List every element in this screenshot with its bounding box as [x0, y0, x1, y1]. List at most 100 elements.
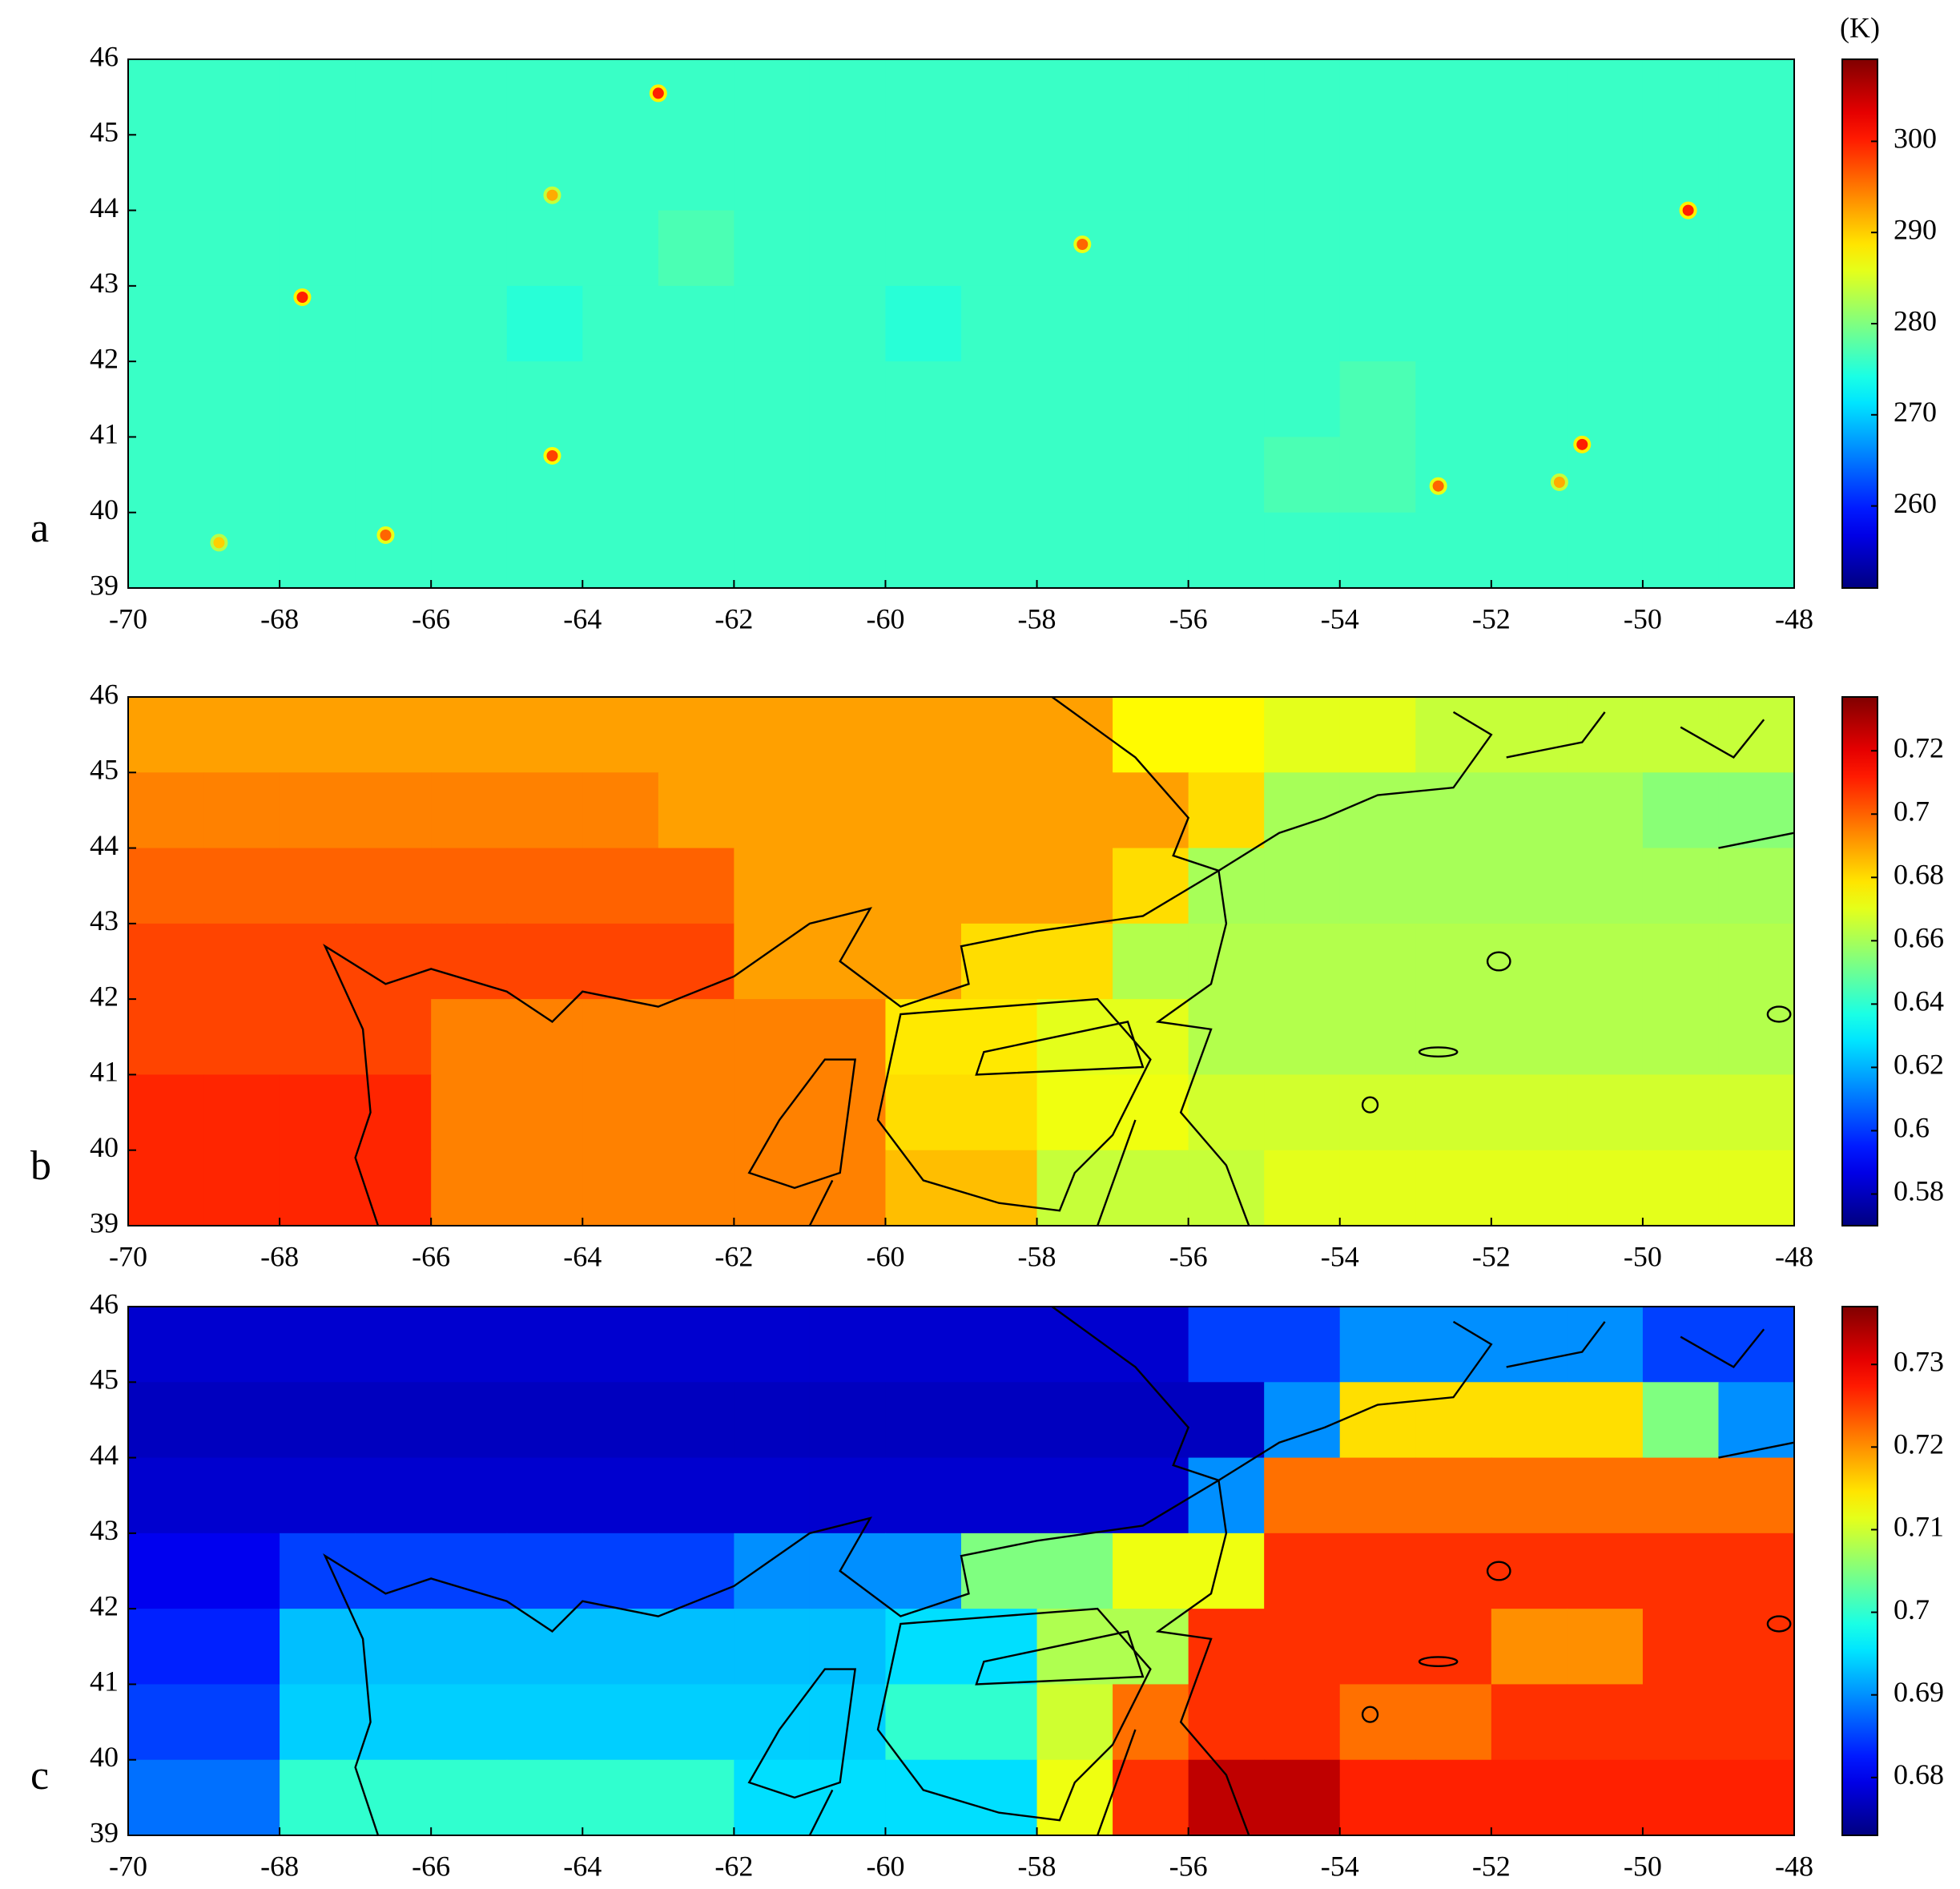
- heatmap-cell: [961, 1684, 1038, 1761]
- heatmap-cell: [1642, 1684, 1720, 1761]
- y-tick-label: 40: [90, 493, 119, 526]
- y-tick-label: 46: [90, 678, 119, 710]
- heatmap-cell: [1036, 1609, 1113, 1686]
- heatmap-cell: [1188, 772, 1265, 849]
- heatmap-cell: [1491, 361, 1568, 438]
- heatmap-cell: [1339, 1684, 1416, 1761]
- colorbar: [1841, 1306, 1878, 1836]
- heatmap-cell: [355, 697, 432, 773]
- panel-label: c: [30, 1753, 49, 1798]
- y-tick-label: 39: [90, 569, 119, 601]
- heatmap-cell: [506, 923, 583, 1000]
- heatmap-cell: [355, 1307, 432, 1383]
- heatmap-cell: [809, 135, 887, 211]
- heatmap-cell: [1113, 999, 1189, 1076]
- x-tick-label: -70: [109, 1850, 147, 1882]
- heatmap-cell: [1718, 1382, 1795, 1459]
- heatmap-cell: [734, 772, 811, 849]
- heatmap-cell: [431, 697, 508, 773]
- heatmap-cell: [734, 1684, 811, 1761]
- heatmap-cell: [1036, 59, 1113, 135]
- heatmap-cell: [506, 999, 583, 1076]
- heatmap-cell: [734, 285, 811, 362]
- y-tick-label: 44: [90, 1439, 119, 1471]
- heatmap-cell: [582, 1533, 659, 1609]
- heatmap-cell: [809, 1382, 887, 1459]
- colorbar-tick-label: 0.68: [1894, 859, 1944, 891]
- heatmap-cell: [203, 1307, 280, 1383]
- heatmap-cell: [885, 285, 962, 362]
- heatmap-cell: [734, 1533, 811, 1609]
- heatmap-cell: [809, 772, 887, 849]
- heatmap-cell: [658, 210, 734, 287]
- heatmap-cell: [1113, 285, 1189, 362]
- heatmap-cell: [355, 437, 432, 514]
- heatmap-cell: [961, 1759, 1038, 1836]
- colorbar-tick-label: 0.66: [1894, 922, 1944, 954]
- heatmap-cell: [734, 210, 811, 287]
- heatmap-cell: [658, 59, 734, 135]
- heatmap-cell: [355, 1382, 432, 1459]
- y-tick-label: 40: [90, 1741, 119, 1773]
- heatmap-cell: [734, 1074, 811, 1151]
- heatmap-cell: [1642, 1609, 1720, 1686]
- heatmap-cell: [961, 361, 1038, 438]
- panel-label: b: [30, 1143, 51, 1189]
- heatmap-cell: [1264, 1382, 1341, 1459]
- heatmap-cell: [1188, 1150, 1265, 1226]
- x-tick-label: -70: [109, 1240, 147, 1272]
- heatmap-cell: [1567, 59, 1644, 135]
- heatmap-cell: [961, 848, 1038, 924]
- heatmap-cell: [1113, 923, 1189, 1000]
- heatmap-cell: [809, 697, 887, 773]
- heatmap-cell: [506, 1684, 583, 1761]
- heatmap-cell: [1567, 512, 1644, 589]
- heatmap-cell: [885, 1382, 962, 1459]
- heatmap-cell: [280, 1684, 356, 1761]
- heatmap-cell: [1036, 1074, 1113, 1151]
- heatmap-cell: [1415, 1150, 1492, 1226]
- heatmap-cell: [885, 512, 962, 589]
- heatmap-cell: [506, 285, 583, 362]
- heatmap-cell: [1567, 923, 1644, 1000]
- heatmap-cell: [355, 512, 432, 589]
- heatmap-cell: [506, 1457, 583, 1534]
- heatmap-cell: [1415, 361, 1492, 438]
- heatmap-cell: [734, 1457, 811, 1534]
- colorbar-tick-label: 0.7: [1894, 795, 1930, 827]
- hot-spot: [1429, 477, 1447, 495]
- x-tick-label: -56: [1169, 1240, 1208, 1272]
- heatmap-cell: [1113, 1684, 1189, 1761]
- x-tick-label: -54: [1321, 602, 1359, 634]
- heatmap-cell: [280, 135, 356, 211]
- heatmap-cell: [280, 437, 356, 514]
- plot-frame: [127, 58, 1795, 589]
- heatmap-cell: [431, 285, 508, 362]
- heatmap-cell: [809, 1307, 887, 1383]
- heatmap-cell: [1264, 1307, 1341, 1383]
- heatmap-cell: [1339, 437, 1416, 514]
- heatmap-cell: [1415, 772, 1492, 849]
- colorbar-tick-label: 280: [1894, 304, 1937, 336]
- heatmap-cell: [1264, 437, 1341, 514]
- colorbar-tick-label: 260: [1894, 487, 1937, 519]
- colorbar-tick-label: 300: [1894, 123, 1937, 155]
- heatmap-cell: [355, 1533, 432, 1609]
- heatmap-cell: [734, 1609, 811, 1686]
- heatmap-cell: [809, 848, 887, 924]
- colorbar-tick-label: 0.69: [1894, 1676, 1944, 1708]
- heatmap-cell: [280, 848, 356, 924]
- heatmap-cell: [809, 285, 887, 362]
- heatmap-cell: [431, 210, 508, 287]
- heatmap-cell: [1264, 1074, 1341, 1151]
- heatmap-cell: [1491, 772, 1568, 849]
- y-tick-label: 41: [90, 1056, 119, 1088]
- heatmap-cell: [1718, 999, 1795, 1076]
- heatmap-cell: [128, 1609, 205, 1686]
- heatmap-cell: [355, 1074, 432, 1151]
- heatmap-cell: [1339, 285, 1416, 362]
- heatmap-cell: [582, 1382, 659, 1459]
- heatmap-cell: [885, 1684, 962, 1761]
- heatmap-cell: [1567, 210, 1644, 287]
